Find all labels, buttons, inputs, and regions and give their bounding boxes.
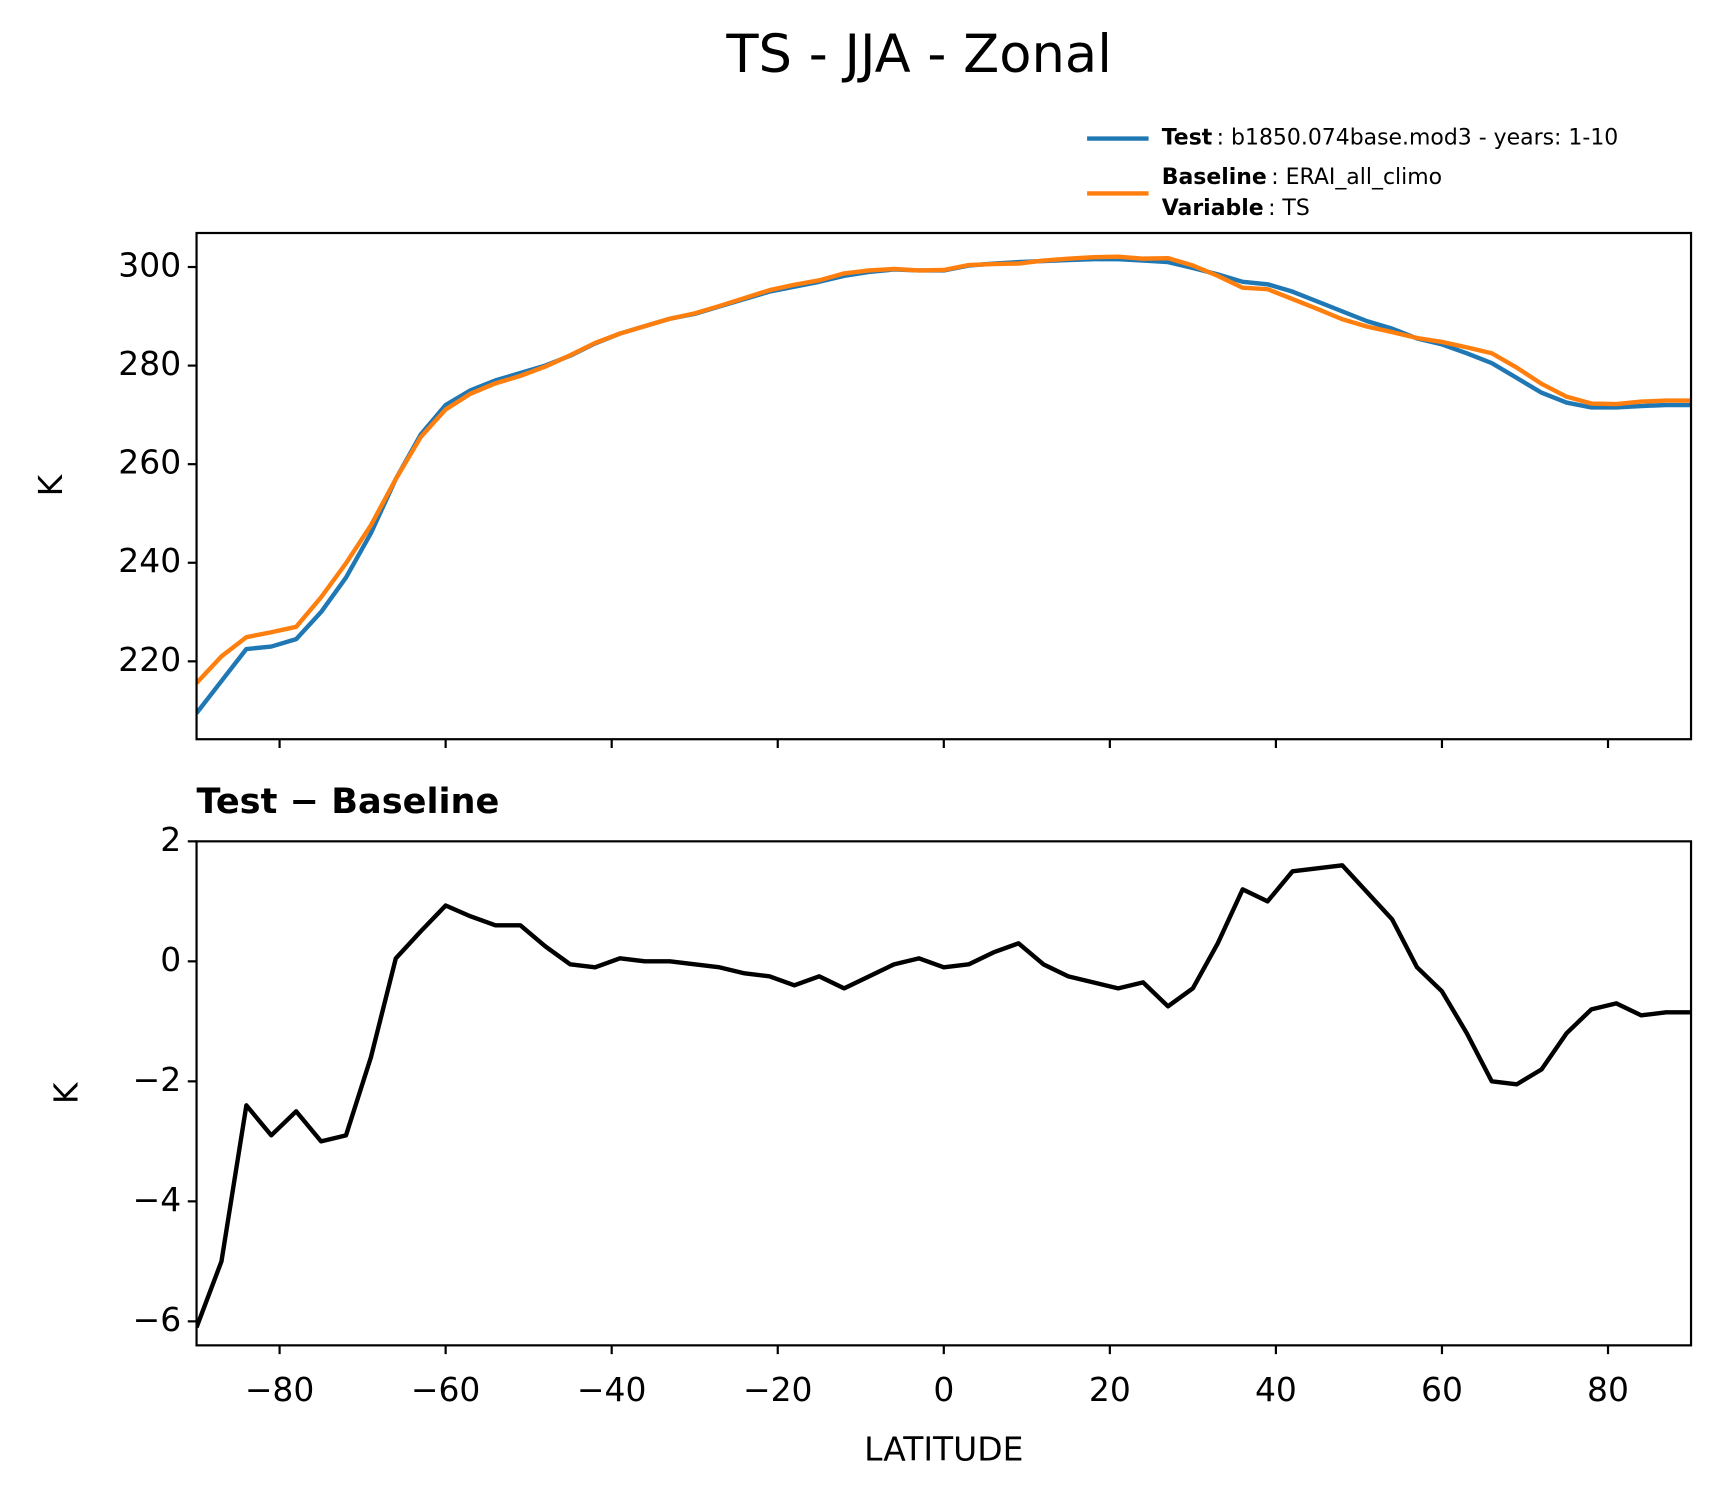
y-tick-label: 0 <box>160 940 181 979</box>
legend-name: Baseline <box>1162 165 1267 190</box>
y-tick-label: 300 <box>118 246 181 285</box>
x-tick-label: 60 <box>1421 1370 1463 1409</box>
legend-note-description: : TS <box>1268 196 1310 221</box>
legend-name: Test <box>1162 126 1213 151</box>
x-tick-label: 80 <box>1587 1370 1629 1409</box>
y-tick-label: 280 <box>118 344 181 383</box>
x-axis-label: LATITUDE <box>864 1429 1023 1468</box>
y-tick-label: 240 <box>118 541 181 580</box>
x-tick-label: 0 <box>933 1370 954 1409</box>
x-tick-label: 40 <box>1255 1370 1297 1409</box>
legend-note-name: Variable <box>1162 196 1264 221</box>
y-tick-label: −2 <box>133 1060 182 1099</box>
axes-frame <box>195 231 1693 741</box>
legend-label: Baseline: ERAI_all_climo <box>1162 165 1442 190</box>
y-tick-label: 220 <box>118 640 181 679</box>
data-line <box>196 254 1692 685</box>
y-axis-label: K <box>47 1081 86 1104</box>
y-tick-label: −6 <box>133 1300 182 1339</box>
chart-title: TS - JJA - Zonal <box>725 24 1111 85</box>
legend-label: Test: b1850.074base.mod3 - years: 1-10 <box>1162 126 1618 151</box>
x-tick-label: −20 <box>743 1370 813 1409</box>
legend-description: : b1850.074base.mod3 - years: 1-10 <box>1217 126 1619 151</box>
data-line <box>196 863 1692 1329</box>
axes-frame <box>195 840 1693 1347</box>
panel-title: Test − Baseline <box>197 781 500 822</box>
y-tick-label: 260 <box>118 443 181 482</box>
legend-description: : ERAI_all_climo <box>1271 165 1442 190</box>
x-tick-label: −80 <box>245 1370 315 1409</box>
y-tick-label: 2 <box>160 820 181 859</box>
x-tick-label: 20 <box>1089 1370 1131 1409</box>
y-axis-label: K <box>31 473 70 496</box>
x-tick-label: −40 <box>577 1370 647 1409</box>
data-line <box>196 256 1692 715</box>
legend-note: Variable: TS <box>1162 196 1310 221</box>
x-tick-label: −60 <box>411 1370 481 1409</box>
y-tick-label: −4 <box>133 1180 182 1219</box>
